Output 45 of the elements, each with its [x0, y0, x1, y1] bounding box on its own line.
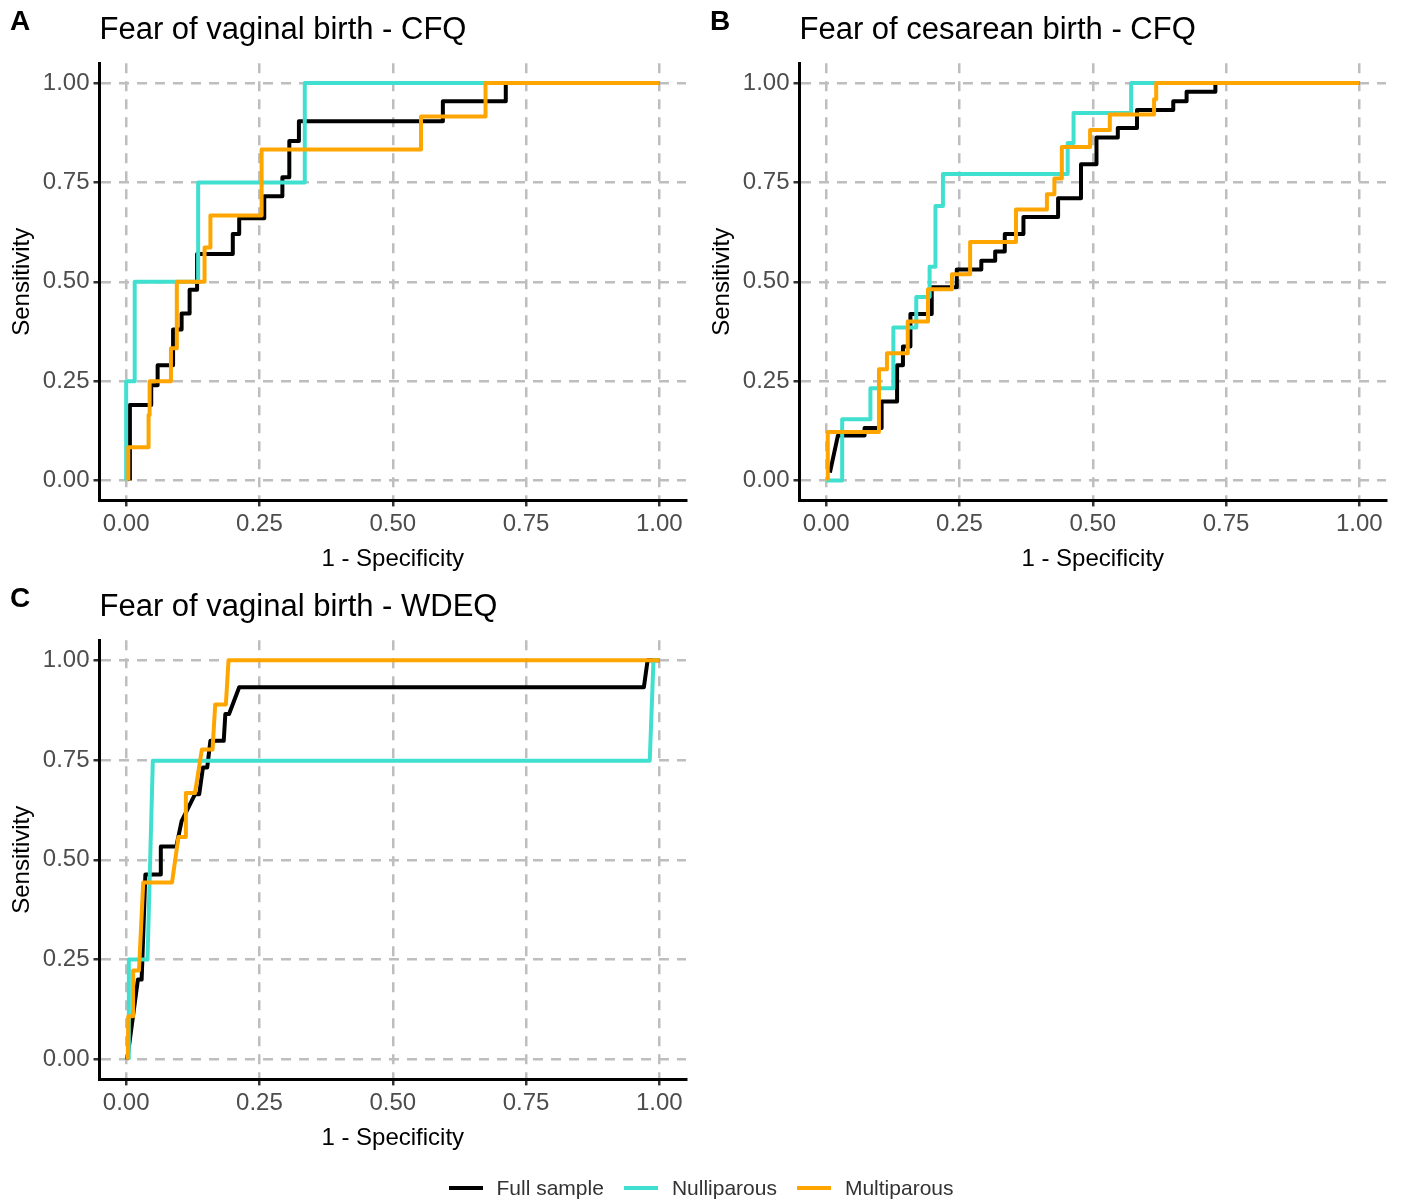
x-tick-label: 0.25 — [236, 1088, 283, 1116]
y-tick-label: 0.25 — [42, 365, 90, 393]
y-tick-label: 0.50 — [42, 844, 90, 872]
y-tick-label: 0.00 — [742, 465, 790, 493]
y-tick-label: 0.50 — [742, 266, 790, 294]
x-axis-title: 1 - Specificity — [321, 1123, 465, 1151]
chart-title: Fear of vaginal birth - WDEQ — [99, 588, 498, 624]
legend-label: Full sample — [496, 1176, 604, 1200]
x-tick-label: 0.25 — [236, 509, 283, 537]
y-axis-title: Sensitivity — [7, 227, 35, 336]
x-tick-label: 0.50 — [369, 509, 417, 537]
legend-label: Nulliparous — [671, 1176, 777, 1200]
x-tick-label: 1.00 — [1335, 509, 1383, 537]
legend-label: Multiparous — [844, 1176, 954, 1200]
x-tick-label: 0.75 — [1202, 509, 1250, 537]
x-tick-label: 0.50 — [1069, 509, 1117, 537]
y-tick-label: 0.25 — [42, 944, 90, 972]
y-tick-label: 0.50 — [42, 266, 90, 294]
y-tick-label: 0.75 — [742, 167, 790, 195]
text: B — [710, 4, 731, 36]
x-tick-label: 0.75 — [502, 509, 550, 537]
y-tick-label: 0.00 — [42, 1044, 90, 1072]
y-tick-label: 1.00 — [742, 67, 790, 95]
text: C — [10, 581, 31, 613]
y-tick-label: 0.75 — [42, 744, 90, 772]
x-axis-title: 1 - Specificity — [1021, 544, 1165, 572]
x-axis-title: 1 - Specificity — [321, 544, 465, 572]
x-tick-label: 0.00 — [102, 1088, 150, 1116]
text: A — [10, 4, 31, 36]
x-tick-label: 1.00 — [635, 1088, 683, 1116]
x-tick-label: 0.25 — [936, 509, 983, 537]
x-tick-label: 1.00 — [635, 509, 683, 537]
y-axis-title: Sensitivity — [707, 227, 735, 336]
y-tick-label: 0.75 — [42, 167, 90, 195]
x-tick-label: 0.00 — [102, 509, 150, 537]
y-axis-title: Sensitivity — [7, 805, 35, 914]
x-tick-label: 0.00 — [802, 509, 850, 537]
y-tick-label: 1.00 — [42, 67, 90, 95]
y-tick-label: 1.00 — [42, 644, 90, 672]
x-tick-label: 0.50 — [369, 1088, 417, 1116]
chart-title: Fear of cesarean birth - CFQ — [799, 11, 1196, 47]
chart-title: Fear of vaginal birth - CFQ — [99, 11, 467, 47]
x-tick-label: 0.75 — [502, 1088, 550, 1116]
y-tick-label: 0.25 — [742, 365, 790, 393]
y-tick-label: 0.00 — [42, 465, 90, 493]
